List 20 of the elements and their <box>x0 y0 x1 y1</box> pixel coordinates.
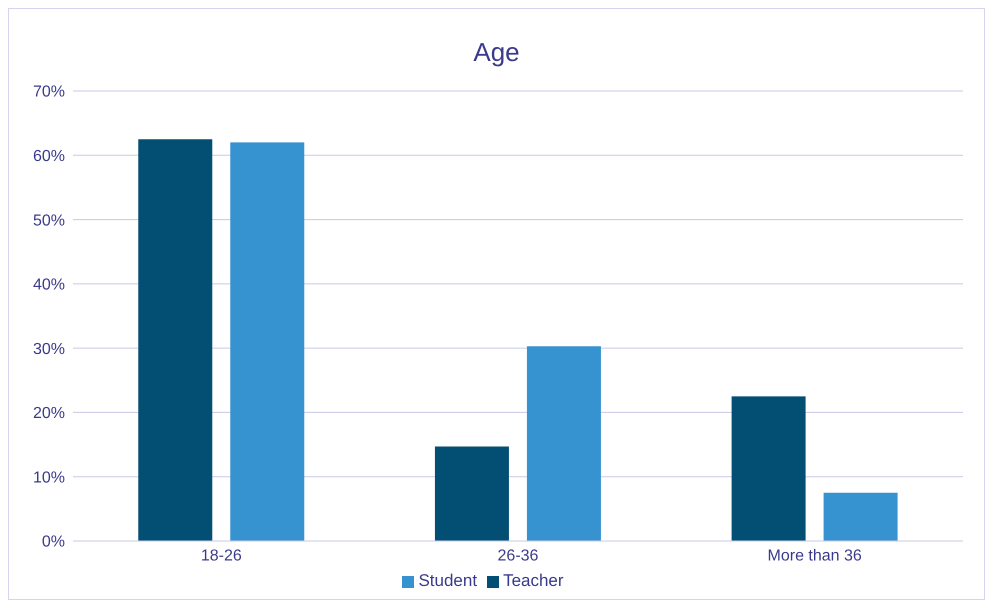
y-tick-label: 70% <box>32 84 65 101</box>
y-tick-label: 50% <box>32 212 65 230</box>
bar <box>526 346 601 541</box>
y-tick-label: 0% <box>42 534 65 551</box>
y-tick-label: 30% <box>32 340 65 358</box>
legend-label: Teacher <box>503 571 564 590</box>
x-tick-label: 18-26 <box>200 547 242 564</box>
bar <box>230 142 304 541</box>
bar <box>434 446 509 541</box>
y-tick-label: 20% <box>32 405 65 422</box>
chart-title: Age <box>472 36 521 69</box>
y-tick-label: 40% <box>32 276 65 294</box>
x-tick-label: 26-36 <box>498 547 539 564</box>
legend-label: Student <box>418 571 478 590</box>
y-tick-label: 10% <box>32 469 65 486</box>
bar <box>732 396 806 541</box>
y-tick-label: 60% <box>32 148 65 165</box>
bar <box>138 139 212 541</box>
x-tick-label: More than 36 <box>768 547 862 564</box>
bar <box>824 492 898 541</box>
